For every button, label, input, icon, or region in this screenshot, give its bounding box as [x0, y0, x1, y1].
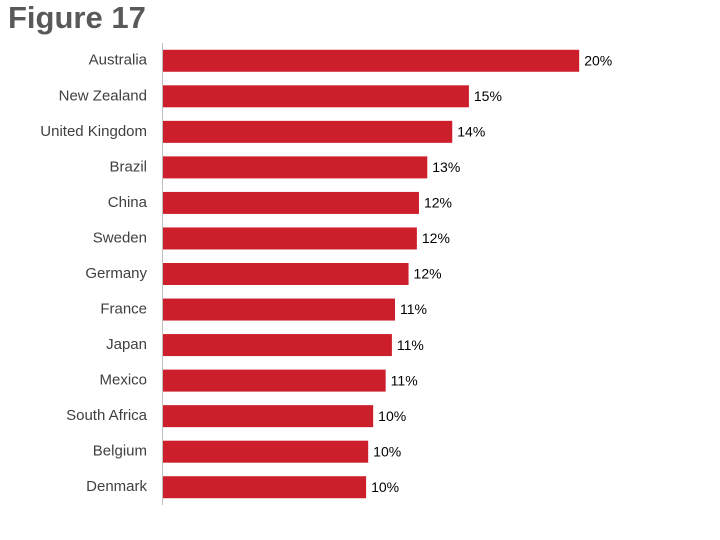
y-tick-label: Sweden [93, 229, 147, 246]
data-label: 11% [397, 337, 424, 353]
y-tick-label: Germany [85, 265, 147, 282]
chart-title: Figure 17 [8, 0, 146, 35]
bar [163, 298, 396, 321]
bar [163, 440, 369, 463]
y-tick-label: China [108, 194, 148, 211]
data-label: 15% [474, 88, 502, 104]
data-label: 10% [371, 479, 399, 495]
bar [163, 476, 367, 499]
bar [163, 156, 428, 179]
bar [163, 191, 419, 214]
y-tick-label: New Zealand [59, 87, 147, 104]
data-label: 13% [432, 159, 460, 175]
data-label: 12% [422, 230, 450, 246]
data-label: 10% [378, 408, 406, 424]
y-tick-label: Mexico [99, 372, 147, 389]
y-tick-label: Brazil [109, 158, 147, 175]
y-tick-label: United Kingdom [40, 123, 147, 140]
y-tick-label: Japan [106, 336, 147, 353]
y-tick-label: France [100, 301, 147, 318]
bar [163, 334, 392, 357]
y-tick-label: Denmark [86, 478, 147, 495]
bar [163, 263, 409, 285]
bar [163, 49, 580, 72]
bar [163, 227, 417, 250]
bar [163, 405, 374, 428]
data-label: 12% [424, 195, 452, 211]
bar [163, 120, 453, 143]
y-tick-label: Australia [89, 52, 148, 69]
data-label: 11% [391, 372, 418, 388]
bar [163, 85, 469, 108]
data-label: 11% [400, 301, 427, 317]
y-tick-label: Belgium [93, 443, 147, 460]
data-label: 12% [414, 266, 442, 282]
data-label: 20% [584, 52, 612, 68]
data-label: 10% [373, 443, 401, 459]
data-label: 14% [457, 124, 485, 140]
y-tick-label: South Africa [66, 407, 148, 424]
bar [163, 369, 386, 392]
